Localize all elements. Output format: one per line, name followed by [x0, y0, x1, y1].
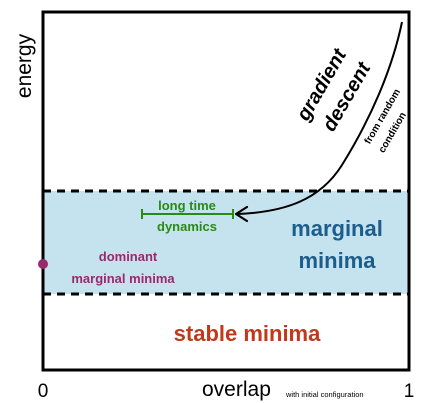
y-axis-label: energy [13, 33, 36, 98]
minima-label: minima [298, 248, 376, 273]
x-tick-1: 1 [404, 381, 415, 402]
dominant-label: dominant [99, 249, 158, 264]
x-axis-label: overlap [202, 378, 271, 401]
marginal-label: marginal [291, 216, 383, 241]
stable-minima-label: stable minima [174, 321, 321, 346]
plot-frame [41, 10, 411, 372]
x-axis-label-suffix: with initial configuration [285, 390, 364, 399]
gradient-descent-arrowhead [234, 205, 249, 223]
dynamics-label: dynamics [157, 219, 217, 234]
dominant-minima-dot [38, 259, 48, 269]
marginal-minima-band [43, 191, 409, 294]
dominant-marginal-minima-label: marginal minima [71, 271, 175, 286]
gradient-descent-curve [237, 21, 403, 215]
x-tick-0: 0 [38, 381, 49, 402]
long-time-label: long time [158, 198, 216, 213]
